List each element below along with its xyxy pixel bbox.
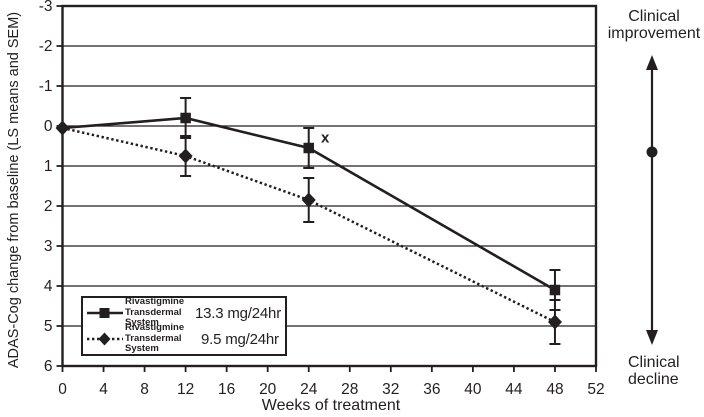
y-tick-label: 5 xyxy=(44,318,53,335)
y-tick-label: 0 xyxy=(44,118,53,135)
x-tick-label: 36 xyxy=(423,381,440,398)
y-tick-label: 3 xyxy=(44,238,53,255)
x-axis-title: Weeks of treatment xyxy=(261,397,401,414)
y-tick-label: 2 xyxy=(44,198,53,215)
legend-item-9-5mg: Rivastigmine Transdermal System 9.5 mg/2… xyxy=(87,323,281,354)
x-tick-label: 40 xyxy=(464,381,482,398)
arrow-up-head-icon xyxy=(646,55,658,70)
x-tick-label: 16 xyxy=(218,381,235,398)
improvement-decline-arrow-icon xyxy=(646,55,658,345)
plot-border xyxy=(61,4,598,368)
clinical-decline-line1: Clinical xyxy=(628,354,680,371)
y-tick-label: 1 xyxy=(44,158,53,175)
marker-diamond xyxy=(55,120,70,136)
x-tick-label: 24 xyxy=(300,381,318,398)
y-tick-label: -3 xyxy=(39,0,53,15)
series-line-diamond xyxy=(62,126,556,324)
legend-item-name: Rivastigmine Transdermal System xyxy=(125,297,195,329)
legend-name-line1: Rivastigmine xyxy=(125,296,185,308)
legend-item-dose: 13.3 mg/24hr xyxy=(195,304,281,322)
clinical-decline-label: Clinical decline xyxy=(628,354,680,388)
legend-name-line2: Transdermal System xyxy=(125,306,182,329)
x-tick-label: 0 xyxy=(58,381,67,398)
x-tick-label: 12 xyxy=(177,381,194,398)
series-line-square xyxy=(62,116,556,292)
clinical-improvement-line2: improvement xyxy=(607,25,701,42)
x-tick-label: 48 xyxy=(546,381,563,398)
legend: Rivastigmine Transdermal System 13.3 mg/… xyxy=(81,296,287,356)
legend-item-13-3mg: Rivastigmine Transdermal System 13.3 mg/… xyxy=(87,297,281,328)
marker-square xyxy=(303,142,314,154)
square-solid-line-icon xyxy=(87,308,123,318)
marker-square xyxy=(180,112,191,124)
x-tick-label: 20 xyxy=(259,381,277,398)
legend-item-name: Rivastigmine Transdermal System xyxy=(125,323,201,355)
marker-square xyxy=(549,284,561,296)
x-tick-label: 4 xyxy=(99,381,108,398)
legend-item-dose: 9.5 mg/24hr xyxy=(201,330,279,348)
significance-annotation: x xyxy=(321,130,330,147)
y-axis-title: ADAS-Cog change from baseline (LS means … xyxy=(6,11,22,369)
diamond-dotted-line-icon xyxy=(87,332,123,346)
clinical-improvement-label: Clinical improvement xyxy=(599,8,704,42)
marker-diamond xyxy=(547,314,562,330)
x-tick-label: 52 xyxy=(587,381,604,398)
x-tick-label: 44 xyxy=(505,381,523,398)
x-tick-label: 8 xyxy=(140,381,149,398)
marker-diamond xyxy=(301,192,316,208)
y-tick-label: 4 xyxy=(44,278,53,295)
clinical-improvement-line1: Clinical xyxy=(628,8,680,25)
y-tick-label: -2 xyxy=(39,38,53,55)
y-tick-label: -1 xyxy=(39,78,53,95)
arrow-down-head-icon xyxy=(646,330,658,345)
clinical-decline-line2: decline xyxy=(628,371,679,388)
arrow-midpoint-dot xyxy=(646,146,658,158)
legend-name-line1: Rivastigmine xyxy=(125,322,185,334)
x-tick-label: 32 xyxy=(382,381,399,398)
marker-diamond xyxy=(178,148,193,164)
y-tick-label: 6 xyxy=(44,358,53,375)
legend-name-line2: Transdermal System xyxy=(125,332,182,355)
x-tick-label: 28 xyxy=(341,381,358,398)
